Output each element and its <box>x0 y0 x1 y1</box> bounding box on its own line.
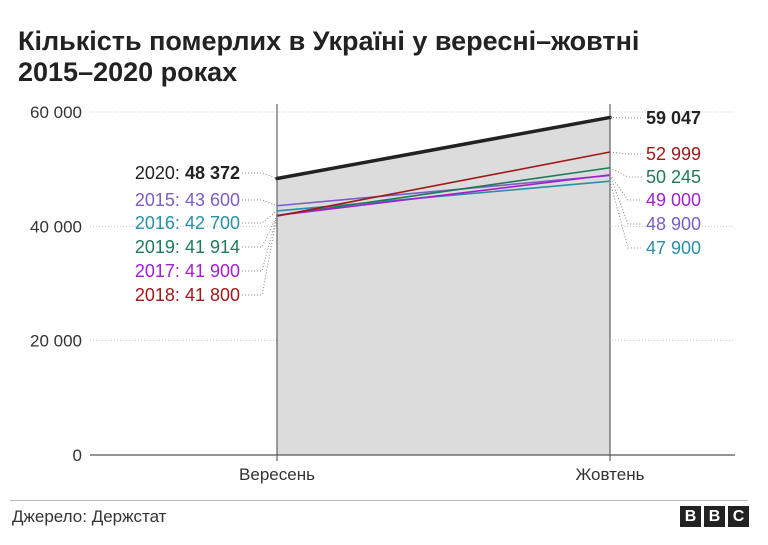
right-label-2017: 49 000 <box>646 190 701 210</box>
leader-left-2019 <box>242 215 278 248</box>
left-label-value-2016: 42 700 <box>185 213 240 233</box>
left-label-value-2017: 41 900 <box>185 261 240 281</box>
series-line-2015 <box>276 174 611 207</box>
left-label-year-2016: 2016: <box>135 213 185 233</box>
leader-right-2015 <box>609 175 642 225</box>
series-line-2019 <box>276 166 611 217</box>
chart-title-line-1: Кількість померлих в Україні у вересні–ж… <box>18 26 640 56</box>
leader-right-2016 <box>609 181 642 249</box>
left-label-2017: 2017: 41 900 <box>135 261 240 281</box>
left-label-year-2018: 2018: <box>135 285 185 305</box>
bbc-logo-letter-2: B <box>704 506 725 527</box>
y-tick-label-40000: 40 000 <box>30 217 82 236</box>
chart-title: Кількість померлих в Україні у вересні–ж… <box>18 26 748 88</box>
y-tick-label-0: 0 <box>73 446 82 465</box>
y-tick-label-20000: 20 000 <box>30 332 82 351</box>
leader-left-2017 <box>242 215 278 272</box>
y-tick-label-60000: 60 000 <box>30 103 82 122</box>
series-line-2018 <box>276 151 611 217</box>
bbc-logo: B B C <box>680 506 749 527</box>
left-label-value-2020: 48 372 <box>185 163 240 183</box>
footer-divider <box>10 500 748 501</box>
left-label-year-2019: 2019: <box>135 237 185 257</box>
right-label-2019: 50 245 <box>646 167 701 187</box>
bbc-logo-letter-1: B <box>680 506 701 527</box>
left-label-2015: 2015: 43 600 <box>135 190 240 210</box>
left-label-value-2018: 41 800 <box>185 285 240 305</box>
left-label-year-2020: 2020: <box>135 163 185 183</box>
series-line-2020 <box>275 115 612 181</box>
leader-right-2018 <box>609 151 642 155</box>
right-label-2015: 48 900 <box>646 214 701 234</box>
leader-left-2016 <box>242 210 278 224</box>
leader-left-2020 <box>242 172 278 179</box>
leader-right-2019 <box>609 167 642 178</box>
x-tick-label-1: Вересень <box>239 465 315 484</box>
left-label-2016: 2016: 42 700 <box>135 213 240 233</box>
line-chart: 0 20 000 40 000 60 000 Вересень Жовтень 2020: … <box>30 103 735 484</box>
left-label-2019: 2019: 41 914 <box>135 237 240 257</box>
leader-right-2017 <box>609 174 642 201</box>
source-note: Джерело: Держстат <box>12 507 167 526</box>
series-line-2017 <box>276 174 611 217</box>
leader-left-2015 <box>242 199 278 207</box>
left-label-2018: 2018: 41 800 <box>135 285 240 305</box>
left-label-2020: 2020: 48 372 <box>135 163 240 183</box>
right-label-2020: 59 047 <box>646 108 701 128</box>
x-tick-label-2: Жовтень <box>576 465 645 484</box>
bbc-logo-letter-3: C <box>728 506 749 527</box>
leader-left-2018 <box>242 215 278 296</box>
left-label-year-2015: 2015: <box>135 190 185 210</box>
right-label-2016: 47 900 <box>646 238 701 258</box>
left-label-value-2019: 41 914 <box>185 237 240 257</box>
right-label-2018: 52 999 <box>646 144 701 164</box>
chart-title-line-2: 2015–2020 роках <box>18 57 238 87</box>
left-label-value-2015: 43 600 <box>185 190 240 210</box>
area-2020 <box>277 117 610 455</box>
leader-right-2020 <box>609 116 642 119</box>
left-label-year-2017: 2017: <box>135 261 185 281</box>
